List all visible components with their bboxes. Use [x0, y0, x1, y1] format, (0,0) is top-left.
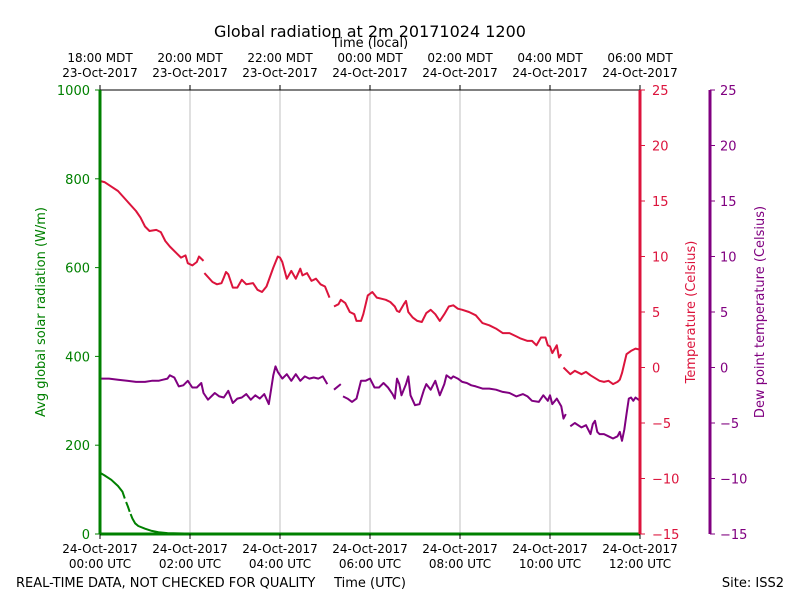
x-ticklabel-date: 24-Oct-2017	[512, 542, 588, 556]
top-ticklabel-date: 24-Oct-2017	[332, 66, 408, 80]
top-ticklabel-date: 24-Oct-2017	[512, 66, 588, 80]
temperature-ticklabel: −15	[652, 528, 679, 543]
top-ticklabel-date: 24-Oct-2017	[422, 66, 498, 80]
series-line-temperature	[562, 347, 640, 386]
series-line-dew-point-temperature	[333, 383, 342, 391]
dewpoint-ticklabel: −5	[720, 417, 739, 432]
top-ticklabel-time: 22:00 MDT	[247, 51, 313, 65]
temperature-ticklabel: 20	[652, 140, 669, 155]
quality-note: REAL-TIME DATA, NOT CHECKED FOR QUALITY	[16, 576, 315, 591]
top-ticklabel-date: 23-Oct-2017	[152, 66, 228, 80]
left-axis-label: Avg global solar radiation (W/m)	[34, 207, 49, 417]
left-ticklabel: 200	[65, 439, 90, 454]
top-ticklabel-time: 06:00 MDT	[607, 51, 673, 65]
x-ticklabel-date: 24-Oct-2017	[152, 542, 228, 556]
chart-title: Global radiation at 2m 20171024 1200	[214, 22, 526, 41]
left-ticklabel: 800	[65, 173, 90, 188]
dewpoint-ticklabel: 0	[720, 362, 728, 377]
top-ticklabel-time: 04:00 MDT	[517, 51, 583, 65]
top-ticklabel-date: 23-Oct-2017	[242, 66, 318, 80]
x-ticklabel-date: 24-Oct-2017	[242, 542, 318, 556]
site-label: Site: ISS2	[722, 576, 784, 591]
x-ticklabel-date: 24-Oct-2017	[62, 542, 138, 556]
dewpoint-ticklabel: −15	[720, 528, 747, 543]
series-line-avg-global-solar-radiation	[100, 471, 126, 499]
top-axis-title: Time (local)	[331, 36, 408, 51]
top-ticklabel-time: 18:00 MDT	[67, 51, 133, 65]
dewpoint-ticklabel: 15	[720, 195, 737, 210]
x-ticklabel-time: 08:00 UTC	[429, 557, 491, 571]
top-ticklabel-time: 02:00 MDT	[427, 51, 493, 65]
dewpoint-ticklabel: 20	[720, 140, 737, 155]
dewpoint-ticklabel: 10	[720, 251, 737, 266]
x-ticklabel-date: 24-Oct-2017	[422, 542, 498, 556]
series-line-avg-global-solar-radiation	[125, 501, 131, 513]
top-ticklabel-time: 20:00 MDT	[157, 51, 223, 65]
top-ticklabel-date: 24-Oct-2017	[602, 66, 678, 80]
x-ticklabel-time: 06:00 UTC	[339, 557, 401, 571]
x-ticklabel-time: 04:00 UTC	[249, 557, 311, 571]
series-line-temperature	[100, 180, 205, 267]
x-ticklabel-time: 02:00 UTC	[159, 557, 221, 571]
axes-layer	[95, 85, 715, 539]
x-axis-label: Time (UTC)	[333, 576, 406, 591]
x-ticklabel-date: 24-Oct-2017	[332, 542, 408, 556]
series-line-avg-global-solar-radiation	[129, 513, 370, 535]
temperature-ticklabel: 0	[652, 362, 660, 377]
top-ticklabel-time: 00:00 MDT	[337, 51, 403, 65]
top-ticklabel-date: 23-Oct-2017	[62, 66, 138, 80]
temperature-ticklabel: −10	[652, 473, 679, 488]
left-ticklabel: 1000	[57, 84, 90, 99]
series-line-dew-point-temperature	[100, 365, 329, 406]
left-ticklabel: 600	[65, 262, 90, 277]
temperature-ticklabel: 5	[652, 306, 660, 321]
series-line-dew-point-temperature	[342, 374, 567, 420]
temperature-ticklabel: 10	[652, 251, 669, 266]
temperature-ticklabel: 15	[652, 195, 669, 210]
series-line-temperature	[203, 255, 331, 298]
temperature-ticklabel: 25	[652, 84, 669, 99]
x-ticklabel-time: 12:00 UTC	[609, 557, 671, 571]
dewpoint-ticklabel: 5	[720, 306, 728, 321]
x-ticklabel-time: 10:00 UTC	[519, 557, 581, 571]
dewpoint-ticklabel: 25	[720, 84, 737, 99]
dewpoint-axis-label: Dew point temperature (Celsius)	[753, 206, 768, 418]
left-ticklabel: 0	[82, 528, 90, 543]
temperature-ticklabel: −5	[652, 417, 671, 432]
left-ticklabel: 400	[65, 350, 90, 365]
grid-layer	[189, 90, 551, 534]
temperature-axis-label: Temperature (Celsius)	[684, 241, 699, 385]
x-ticklabel-date: 24-Oct-2017	[602, 542, 678, 556]
x-ticklabel-time: 00:00 UTC	[69, 557, 131, 571]
series-line-temperature	[333, 291, 563, 359]
dewpoint-ticklabel: −10	[720, 473, 747, 488]
series-line-dew-point-temperature	[569, 396, 640, 442]
